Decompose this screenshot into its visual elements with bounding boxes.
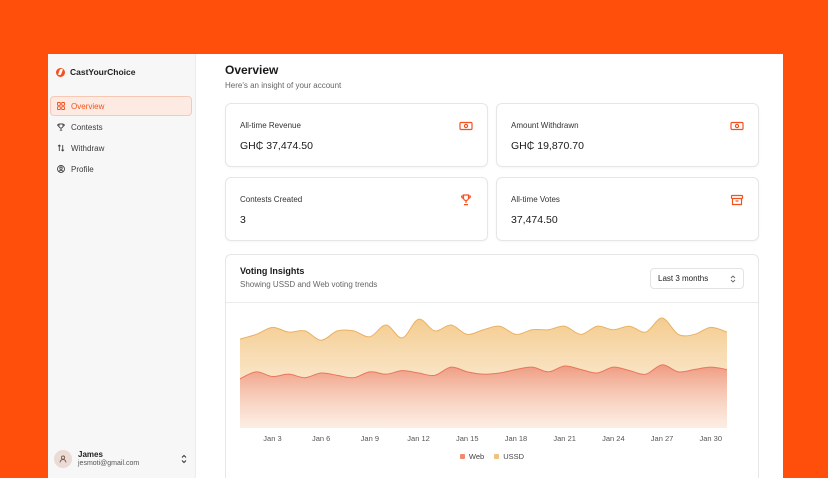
stat-label: All-time Revenue [240,121,301,130]
sidebar-item-profile[interactable]: Profile [50,159,192,179]
range-select[interactable]: Last 3 months [650,268,744,289]
sidebar-item-label: Withdraw [71,143,105,153]
user-menu[interactable]: James jesmoti@gmail.com [54,446,188,472]
sidebar-item-withdraw[interactable]: Withdraw [50,138,192,158]
sidebar-item-label: Profile [71,164,94,174]
user-icon [59,455,67,463]
stat-value: GH₵ 19,870.70 [511,140,584,152]
x-axis-ticks: Jan 3 Jan 6 Jan 9 Jan 12 Jan 15 Jan 18 Jan 21 J… [263,434,722,443]
stat-value: 37,474.50 [511,214,558,226]
trophy-icon [459,193,473,206]
stat-label: Amount Withdrawn [511,121,579,130]
stat-label: Contests Created [240,195,303,204]
sidebar-item-overview[interactable]: Overview [50,96,192,116]
sidebar-nav: Overview Contests Withdraw Profile [50,96,192,180]
legend-swatch [459,454,465,459]
stat-label: All-time Votes [511,195,560,204]
stat-card-votes: All-time Votes 37,474.50 [496,177,759,241]
banknote-icon [459,119,473,131]
chevron-up-down-icon[interactable] [180,454,188,464]
x-tick-label: Jan 30 [700,434,723,443]
brand-name: CastYourChoice [70,67,136,77]
brand-logo-icon [56,67,65,77]
stat-value: 3 [240,214,246,226]
stat-card-revenue: All-time Revenue GH₵ 37,474.50 [225,103,488,167]
series-ussd-line [239,317,728,341]
grid-icon [57,102,65,110]
app-window: CastYourChoice Overview Contests Withdra… [48,54,783,478]
legend-label: Web [468,452,485,461]
sidebar-item-contests[interactable]: Contests [50,117,192,137]
stat-card-withdrawn: Amount Withdrawn GH₵ 19,870.70 [496,103,759,167]
banknote-icon [730,119,744,131]
page-subtitle: Here's an insight of your account [225,81,342,90]
sidebar: CastYourChoice Overview Contests Withdra… [48,54,196,478]
sidebar-item-label: Contests [71,122,103,132]
brand[interactable]: CastYourChoice [56,67,136,77]
sidebar-item-label: Overview [71,101,105,111]
insights-title: Voting Insights [240,266,305,276]
series-web-area [240,364,727,428]
x-tick-label: Jan 6 [312,434,330,443]
chart-legend: Web USSD [226,452,758,461]
x-tick-label: Jan 24 [602,434,625,443]
avatar [54,450,72,468]
page-title: Overview [225,63,279,77]
x-tick-label: Jan 15 [456,434,479,443]
legend-item-ussd: USSD [494,452,524,461]
x-tick-label: Jan 12 [407,434,430,443]
x-tick-label: Jan 18 [505,434,528,443]
main-content: Overview Here's an insight of your accou… [196,54,783,478]
voting-insights-card: Voting Insights Showing USSD and Web vot… [225,254,759,478]
insights-subtitle: Showing USSD and Web voting trends [240,280,378,289]
trophy-icon [57,123,65,131]
chart-areas [239,317,728,428]
series-web-line [239,364,728,380]
stat-card-contests: Contests Created 3 [225,177,488,241]
area-chart: Jan 3 Jan 6 Jan 9 Jan 12 Jan 15 Jan 18 Jan 21 J… [239,317,728,443]
stat-value: GH₵ 37,474.50 [240,140,313,152]
user-info: James jesmoti@gmail.com [78,449,174,467]
archive-icon [730,193,744,206]
x-tick-label: Jan 27 [651,434,674,443]
x-tick-label: Jan 3 [263,434,281,443]
divider [226,302,758,303]
x-tick-label: Jan 21 [553,434,576,443]
user-circle-icon [57,165,65,173]
legend-swatch [494,454,500,459]
chevron-up-down-icon [730,274,736,283]
legend-item-web: Web [459,452,485,461]
x-tick-label: Jan 9 [361,434,379,443]
legend-label: USSD [503,452,525,461]
user-name: James [78,449,103,459]
arrows-up-down-icon [57,144,65,152]
range-select-value: Last 3 months [658,274,709,283]
user-email: jesmoti@gmail.com [78,459,140,467]
